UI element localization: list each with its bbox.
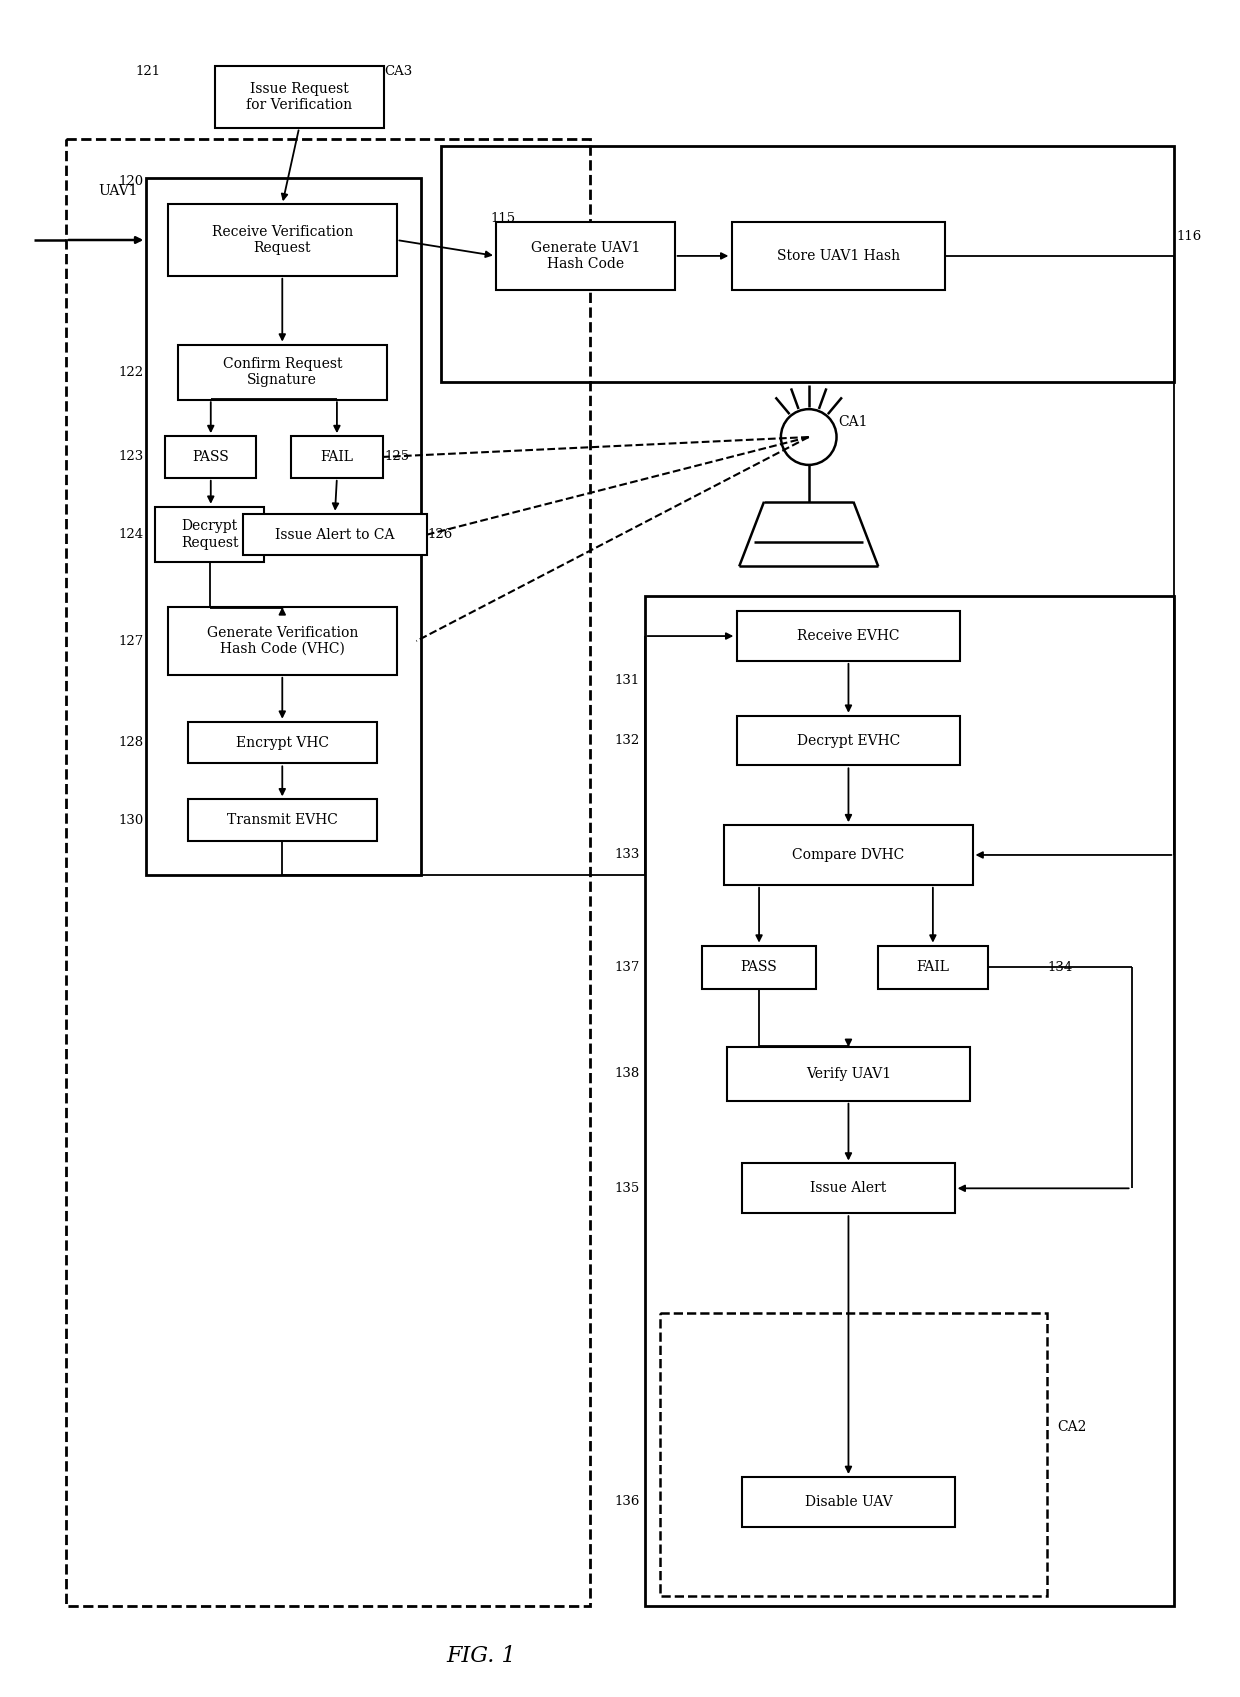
Text: 132: 132 xyxy=(615,735,640,747)
Bar xyxy=(215,66,383,127)
Bar xyxy=(660,1313,1047,1597)
Bar xyxy=(179,344,387,400)
Text: PASS: PASS xyxy=(740,961,777,974)
Text: 126: 126 xyxy=(428,528,453,541)
Text: Issue Request
for Verification: Issue Request for Verification xyxy=(246,81,352,112)
Bar xyxy=(441,146,1174,382)
Bar xyxy=(737,716,960,765)
Text: 136: 136 xyxy=(615,1495,640,1509)
Bar xyxy=(645,596,1174,1607)
Text: FAIL: FAIL xyxy=(320,450,353,463)
Text: 135: 135 xyxy=(615,1181,640,1195)
Text: UAV1: UAV1 xyxy=(98,185,138,199)
Bar xyxy=(243,514,427,555)
Text: 133: 133 xyxy=(615,848,640,862)
Text: Issue Alert to CA: Issue Alert to CA xyxy=(275,528,394,541)
Text: Issue Alert: Issue Alert xyxy=(810,1181,887,1195)
Text: Generate Verification
Hash Code (VHC): Generate Verification Hash Code (VHC) xyxy=(207,626,358,657)
Text: Decrypt EVHC: Decrypt EVHC xyxy=(797,733,900,748)
Bar xyxy=(291,436,383,479)
Bar xyxy=(878,945,987,989)
Text: Store UAV1 Hash: Store UAV1 Hash xyxy=(777,249,900,263)
Bar xyxy=(169,204,397,277)
Text: Receive EVHC: Receive EVHC xyxy=(797,630,900,643)
Bar xyxy=(169,608,397,675)
Text: 137: 137 xyxy=(615,961,640,974)
Text: FAIL: FAIL xyxy=(916,961,950,974)
Text: 125: 125 xyxy=(384,450,409,463)
Text: Verify UAV1: Verify UAV1 xyxy=(806,1067,892,1081)
Bar xyxy=(146,178,422,876)
Text: Generate UAV1
Hash Code: Generate UAV1 Hash Code xyxy=(531,241,640,272)
Bar xyxy=(165,436,257,479)
Text: Decrypt
Request: Decrypt Request xyxy=(181,519,238,550)
Text: 127: 127 xyxy=(118,635,144,648)
Text: Transmit EVHC: Transmit EVHC xyxy=(227,813,337,826)
Bar xyxy=(742,1476,955,1527)
Text: CA3: CA3 xyxy=(384,64,413,78)
Text: 124: 124 xyxy=(118,528,144,541)
Bar xyxy=(724,825,972,884)
Text: CA2: CA2 xyxy=(1056,1420,1086,1434)
Text: Disable UAV: Disable UAV xyxy=(805,1495,893,1509)
Bar xyxy=(188,721,377,764)
Bar xyxy=(496,222,675,290)
Text: 115: 115 xyxy=(491,212,516,224)
Text: Encrypt VHC: Encrypt VHC xyxy=(236,735,329,750)
Text: PASS: PASS xyxy=(192,450,229,463)
Text: 120: 120 xyxy=(118,175,144,188)
Bar xyxy=(155,507,264,562)
Text: Compare DVHC: Compare DVHC xyxy=(792,848,904,862)
Bar xyxy=(742,1164,955,1213)
Bar xyxy=(737,611,960,660)
Text: 123: 123 xyxy=(118,450,144,463)
Text: 138: 138 xyxy=(615,1067,640,1081)
Text: 116: 116 xyxy=(1177,229,1202,243)
Text: 122: 122 xyxy=(118,367,144,378)
Text: CA1: CA1 xyxy=(838,416,868,429)
Bar xyxy=(732,222,945,290)
Bar xyxy=(188,799,377,842)
Text: FIG. 1: FIG. 1 xyxy=(446,1644,516,1666)
Bar xyxy=(66,139,590,1607)
Bar xyxy=(702,945,816,989)
Text: 128: 128 xyxy=(118,736,144,748)
Text: 134: 134 xyxy=(1047,961,1073,974)
Text: Confirm Request
Signature: Confirm Request Signature xyxy=(222,358,342,387)
Text: Receive Verification
Request: Receive Verification Request xyxy=(212,226,353,255)
Text: 131: 131 xyxy=(615,674,640,687)
Bar xyxy=(727,1047,970,1101)
Text: 130: 130 xyxy=(118,813,144,826)
Text: 121: 121 xyxy=(135,64,160,78)
